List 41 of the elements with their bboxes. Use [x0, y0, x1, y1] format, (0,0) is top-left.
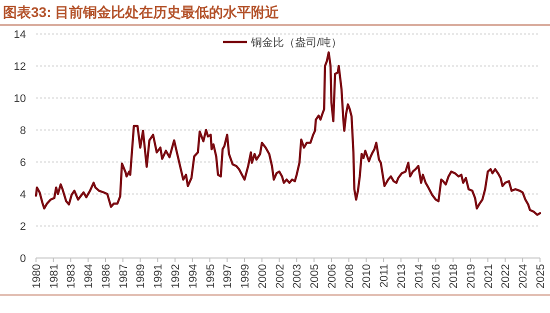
- x-tick-label: 1989: [135, 264, 148, 288]
- x-tick-label: 1980: [31, 264, 43, 288]
- x-tick-label: 2021: [482, 264, 495, 288]
- x-tick-label: 2000: [256, 264, 269, 288]
- x-tick-label: 2003: [292, 264, 304, 288]
- x-tick-label: 1991: [152, 264, 165, 288]
- x-tick-label: 1997: [222, 264, 234, 288]
- x-tick-label: 2008: [344, 264, 356, 288]
- x-tick-label: 2019: [465, 264, 478, 288]
- y-tick-label: 8: [20, 125, 26, 137]
- x-tick-label: 1981: [48, 264, 60, 288]
- x-tick-label: 1983: [66, 264, 78, 288]
- x-tick-label: 2014: [413, 264, 426, 288]
- x-tick-label: 2011: [378, 264, 391, 288]
- x-tick-label: 2005: [309, 264, 322, 288]
- x-tick-label: 2018: [448, 264, 460, 288]
- x-tick-label: 1999: [240, 264, 252, 288]
- y-tick-label: 2: [20, 221, 26, 233]
- x-tick-label: 2022: [500, 264, 512, 288]
- y-tick-label: 4: [20, 189, 26, 201]
- x-tick-label: 2006: [326, 264, 338, 288]
- x-tick-label: 1995: [204, 264, 217, 288]
- y-tick-label: 12: [14, 61, 26, 73]
- x-tick-label: 2013: [396, 264, 408, 288]
- x-tick-label: 2002: [274, 264, 286, 288]
- y-tick-label: 14: [14, 29, 26, 41]
- x-tick-label: 1986: [100, 264, 112, 288]
- y-tick-label: 0: [20, 253, 26, 265]
- line-series: [34, 51, 542, 216]
- x-tick-label: 2025: [535, 264, 547, 288]
- y-tick-label: 10: [14, 93, 26, 105]
- y-tick-label: 6: [20, 157, 26, 169]
- x-tick-label: 1994: [187, 264, 200, 288]
- x-tick-label: 2016: [430, 264, 443, 288]
- x-tick-label: 1984: [83, 264, 96, 288]
- x-tick-label: 1987: [118, 264, 130, 288]
- x-tick-label: 1992: [170, 264, 182, 288]
- legend-label: 铜金比（盎司/吨）: [250, 36, 342, 49]
- x-tick-label: 2024: [518, 264, 530, 288]
- chart-title: 图表33: 目前铜金比处在历史最低的水平附近: [3, 4, 280, 20]
- x-tick-label: 2010: [361, 264, 374, 288]
